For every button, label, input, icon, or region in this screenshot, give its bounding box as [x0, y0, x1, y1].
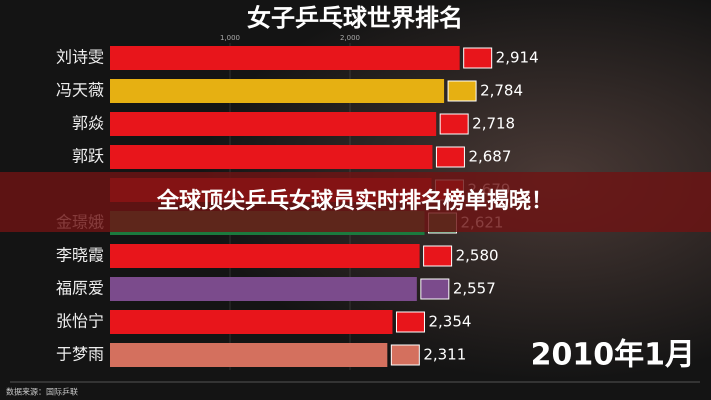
bar: [110, 112, 437, 136]
banner-bg: [0, 172, 711, 232]
flag: [423, 245, 453, 267]
value-label: 2,557: [453, 280, 496, 298]
flag: [439, 113, 469, 135]
x-tick-label: 1,000: [220, 34, 240, 42]
category-label: 于梦雨: [56, 345, 104, 364]
bar: [110, 343, 388, 367]
date-label: 2010年1月: [531, 338, 695, 373]
flag: [463, 47, 493, 69]
bar: [110, 46, 460, 70]
value-label: 2,687: [468, 148, 511, 166]
flag: [420, 278, 450, 300]
flag: [447, 80, 477, 102]
value-label: 2,718: [472, 115, 515, 133]
banner: 全球顶尖乒乓女球员实时排名榜单揭晓！: [156, 188, 553, 214]
chart-title: 女子乒乓球世界排名: [247, 4, 463, 32]
category-label: 福原爱: [56, 279, 104, 298]
bar: [110, 244, 420, 268]
bar: [110, 310, 393, 334]
value-label: 2,580: [456, 247, 499, 265]
x-tick-label: 2,000: [340, 34, 360, 42]
flag: [390, 344, 420, 366]
bar: [110, 277, 417, 301]
flag: [435, 146, 465, 168]
category-label: 张怡宁: [56, 312, 104, 331]
category-label: 李晓霞: [56, 246, 104, 265]
value-label: 2,311: [423, 346, 466, 364]
value-label: 2,784: [480, 82, 523, 100]
category-label: 刘诗雯: [56, 48, 104, 67]
value-label: 2,914: [496, 49, 539, 67]
flag: [395, 311, 425, 333]
source: 数据来源：国际乒联: [6, 387, 78, 397]
bar: [110, 79, 445, 103]
category-label: 冯天薇: [56, 81, 104, 100]
bar: [110, 145, 433, 169]
category-label: 郭焱: [72, 114, 104, 133]
category-label: 郭跃: [72, 147, 104, 166]
value-label: 2,354: [428, 313, 471, 331]
